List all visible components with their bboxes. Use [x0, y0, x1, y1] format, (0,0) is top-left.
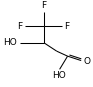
- Text: HO: HO: [3, 38, 17, 47]
- Text: F: F: [64, 22, 69, 31]
- Text: HO: HO: [52, 71, 65, 80]
- Text: F: F: [41, 1, 46, 10]
- Text: O: O: [83, 57, 90, 66]
- Text: F: F: [17, 22, 22, 31]
